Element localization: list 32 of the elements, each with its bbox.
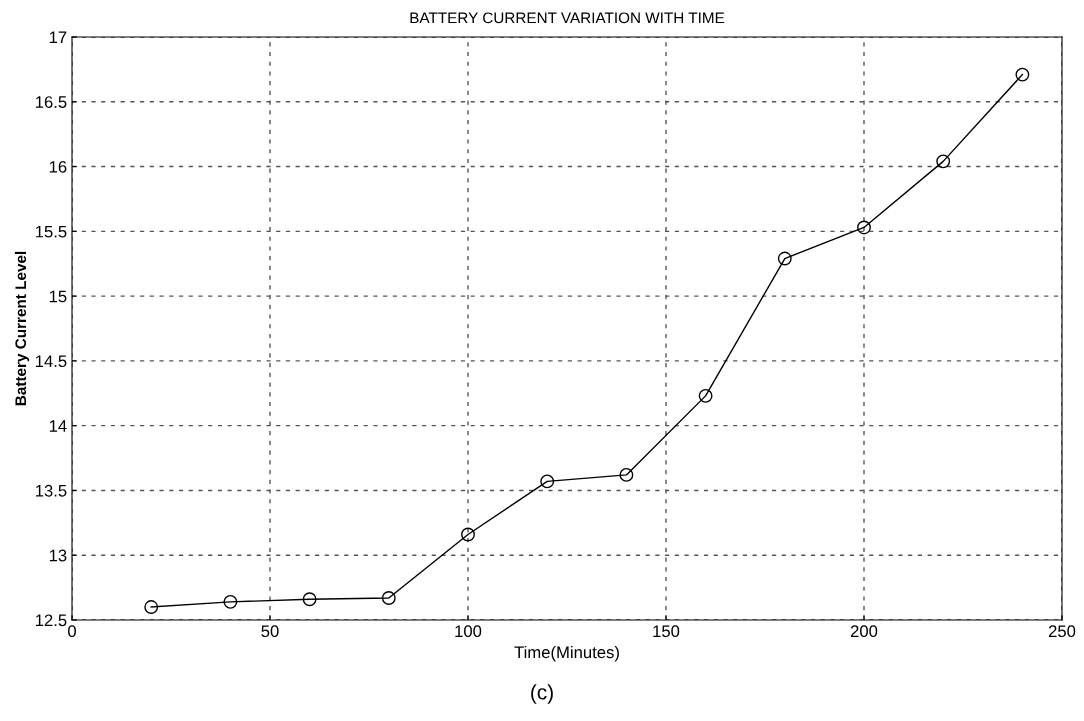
point xyxy=(857,220,871,235)
y-tick-label: 17 xyxy=(49,31,67,44)
point xyxy=(936,154,951,169)
y-tick-label: 12.5 xyxy=(35,614,67,627)
point xyxy=(619,467,634,482)
y-tick-label: 14.5 xyxy=(35,355,67,368)
x-tick-label: 250 xyxy=(1048,625,1076,638)
text: (c) xyxy=(531,684,553,704)
x-tick-label: 100 xyxy=(455,625,482,638)
point xyxy=(777,251,792,266)
y-tick-label: 15.5 xyxy=(35,225,67,238)
point xyxy=(381,591,396,605)
y-axis-title: Battery Current Level xyxy=(14,251,30,406)
point xyxy=(302,592,317,607)
y-tick-label: 13 xyxy=(49,549,67,562)
point xyxy=(461,527,475,542)
y-tick-label: 16.5 xyxy=(35,96,67,108)
x-tick-label: 200 xyxy=(850,625,878,638)
x-axis-title: Time(Minutes) xyxy=(514,645,619,662)
point xyxy=(698,388,713,403)
y-tick-label: 14 xyxy=(49,420,67,432)
y-tick-label: 15 xyxy=(49,290,67,303)
point xyxy=(223,594,238,609)
chart-title: BATTERY CURRENT VARIATION WITH TIME xyxy=(410,12,725,24)
y-tick-label: 16 xyxy=(49,160,67,173)
x-tick-label: 50 xyxy=(261,625,279,638)
point xyxy=(144,600,159,614)
point xyxy=(540,474,555,489)
x-tick-label: 0 xyxy=(68,625,76,638)
x-tick-label: 150 xyxy=(653,625,680,638)
y-tick-label: 13.5 xyxy=(35,484,67,497)
point xyxy=(1015,67,1030,82)
